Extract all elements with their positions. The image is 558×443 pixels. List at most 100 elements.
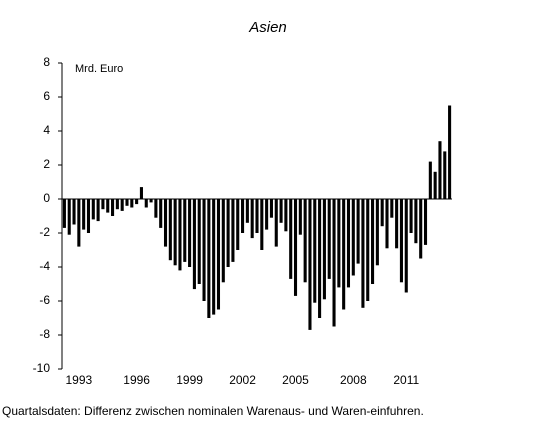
bar (154, 199, 158, 218)
bar (245, 199, 249, 223)
bar (404, 199, 408, 293)
bar (289, 199, 293, 279)
bar (293, 199, 298, 296)
x-tick-label: 1999 (176, 373, 203, 387)
y-tick-label: -10 (33, 361, 51, 375)
bar (443, 151, 447, 199)
bar (303, 199, 307, 283)
bar (260, 199, 264, 250)
y-tick-label: -4 (39, 259, 50, 273)
bar (67, 199, 71, 235)
bar (221, 199, 225, 283)
bar (202, 199, 206, 301)
bar (77, 199, 81, 247)
bar (318, 199, 322, 318)
bar (395, 199, 399, 249)
y-tick-label: 4 (43, 123, 50, 137)
y-tick-label: 6 (43, 89, 50, 103)
bar (356, 199, 360, 264)
bar (120, 199, 124, 211)
x-tick-label: 2011 (393, 373, 419, 387)
bar (130, 199, 134, 208)
bar (269, 199, 273, 218)
bar (351, 199, 355, 276)
bar (139, 187, 143, 199)
bar (414, 199, 418, 244)
y-tick-label: -6 (39, 293, 50, 307)
chart-title: Asien (248, 19, 287, 36)
bar (448, 105, 452, 199)
y-tick-label: -8 (39, 327, 50, 341)
bar (332, 199, 336, 327)
bar (375, 199, 379, 266)
bar (163, 199, 168, 247)
bar (342, 199, 346, 310)
bar (322, 199, 326, 300)
bar (241, 199, 245, 233)
bar (433, 171, 437, 199)
footnote: Quartalsdaten: Differenz zwischen nomina… (2, 404, 424, 418)
bar (428, 161, 432, 199)
bar (380, 199, 384, 227)
bar (197, 199, 201, 284)
bar (192, 199, 196, 290)
x-tick-label: 2005 (282, 373, 309, 387)
bar (125, 199, 129, 206)
bar (250, 199, 254, 239)
y-tick-label: -2 (39, 225, 50, 239)
bar (361, 199, 365, 308)
bar (313, 199, 317, 303)
bar (409, 199, 413, 233)
bar (298, 199, 302, 235)
bar (188, 199, 192, 267)
bar (173, 199, 177, 266)
bar (72, 199, 76, 225)
bar (327, 199, 331, 279)
bar (255, 199, 259, 233)
bar (366, 199, 370, 301)
bar (279, 199, 283, 223)
bar (308, 199, 312, 330)
bar (423, 199, 428, 245)
chart: Asien Mrd. Euro -10 -8 -6 -4 -2 0 2 4 6 8 1993 1996… (33, 19, 452, 387)
bar (274, 199, 278, 247)
y-axis-label: Mrd. Euro (75, 63, 123, 75)
bar (265, 199, 269, 230)
bar (419, 199, 423, 259)
y-tick-label: 0 (43, 191, 50, 205)
bar (159, 199, 163, 228)
bar (390, 199, 394, 218)
bar (135, 199, 139, 205)
x-tick-label: 2002 (229, 373, 256, 387)
bar (149, 199, 153, 203)
bar (106, 199, 110, 213)
bar (91, 199, 95, 220)
x-tick-label: 1996 (123, 373, 150, 387)
bar (212, 199, 216, 315)
bar (226, 199, 230, 267)
bar (438, 141, 442, 199)
bar (115, 199, 119, 210)
bar (231, 199, 235, 262)
bar (101, 199, 105, 210)
bar (96, 199, 100, 222)
y-tick-label: 2 (43, 157, 50, 171)
bar (284, 199, 288, 232)
bar (385, 199, 389, 249)
bar (178, 199, 182, 271)
bar (111, 199, 115, 216)
bar (399, 199, 403, 283)
bar (82, 199, 86, 230)
bar (236, 199, 240, 250)
bar (346, 199, 351, 288)
y-tick-label: 8 (43, 55, 50, 69)
bar (144, 199, 148, 208)
bar (337, 199, 341, 288)
bar (86, 199, 91, 233)
bar (183, 199, 187, 262)
bar (371, 199, 375, 284)
x-tick-label: 2008 (340, 373, 367, 387)
bar (62, 199, 66, 228)
bar (168, 199, 172, 261)
